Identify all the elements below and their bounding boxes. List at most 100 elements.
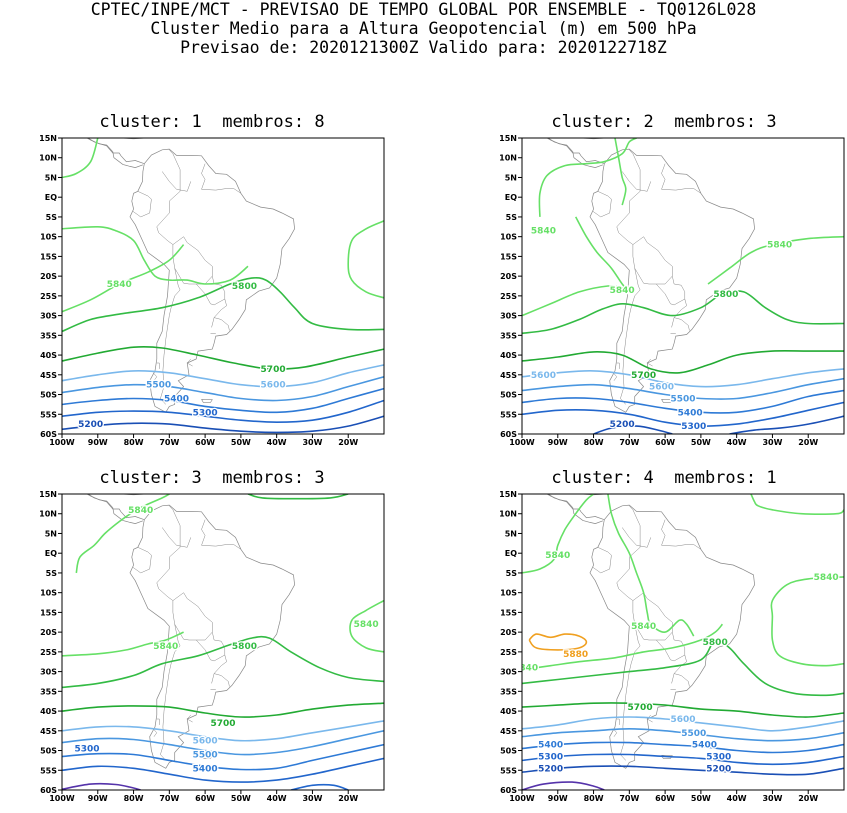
contour-label: 5880 xyxy=(563,650,588,660)
lat-tick-label: 55S xyxy=(500,766,517,775)
contour-line xyxy=(522,401,844,427)
map-panel-cluster-2: cluster: 2 membros: 3 5840 5840 5840 5800 57… xyxy=(460,112,845,457)
contour-label: 5840 xyxy=(531,227,556,237)
lon-tick-label: 80W xyxy=(584,794,604,803)
lon-tick-label: 70W xyxy=(619,438,639,447)
contour-line xyxy=(62,635,384,689)
map-frame: 5840 5800 5700 5600 5500 5400 5300 5200 15N 10N 5N… xyxy=(39,134,385,447)
contour-label: 5400 xyxy=(164,394,189,404)
lon-tick-label: 60W xyxy=(655,438,675,447)
coastline-detail xyxy=(156,362,160,369)
country-border xyxy=(656,276,686,306)
country-border xyxy=(160,240,181,405)
lat-tick-label: 10N xyxy=(499,154,517,163)
contour-label: 5840 xyxy=(153,642,178,652)
contour-label: 5840 xyxy=(814,573,839,583)
country-border xyxy=(634,624,657,641)
contour-label: 5200 xyxy=(78,420,103,430)
map-panel-cluster-1: cluster: 1 membros: 8 5840 5800 5700 5600 55… xyxy=(0,112,385,457)
contour-label: 5400 xyxy=(692,741,717,751)
country-border xyxy=(656,632,686,662)
coastline-detail xyxy=(186,714,193,723)
lat-tick-label: 50S xyxy=(40,747,57,756)
coastline-south-america xyxy=(589,148,755,413)
country-border xyxy=(174,624,197,641)
contour-line xyxy=(522,727,844,742)
lat-tick-label: 55S xyxy=(40,766,57,775)
lat-tick-label: 5N xyxy=(45,173,57,182)
map-border xyxy=(61,493,385,791)
lon-tick-label: 70W xyxy=(159,794,179,803)
contour-line xyxy=(522,389,844,414)
lat-tick-label: 5S xyxy=(506,213,518,222)
contour-line xyxy=(290,783,349,790)
coastline-south-america xyxy=(129,148,295,413)
map-panel-cluster-4: cluster: 4 membros: 1 5840 5840 5840 5880 58… xyxy=(460,468,845,813)
header-line-3: Previsao de: 2020121300Z Valido para: 20… xyxy=(180,38,667,57)
contour-line xyxy=(349,599,384,653)
map-panel-cluster-3: cluster: 3 membros: 3 5840 5840 5840 5800 57… xyxy=(0,468,385,813)
map-border xyxy=(521,493,845,791)
coastline-south-america xyxy=(589,504,755,769)
country-border xyxy=(674,673,690,687)
lat-tick-label: 40S xyxy=(500,707,517,716)
members-number: 3 xyxy=(314,468,325,488)
lat-tick-label: 25S xyxy=(40,648,57,657)
lat-tick-label: 5N xyxy=(505,529,517,538)
contour-line xyxy=(62,757,384,783)
country-border xyxy=(616,505,641,597)
contour-label: 5840 xyxy=(610,286,635,296)
lon-tick-label: 40W xyxy=(267,794,287,803)
country-border xyxy=(634,268,657,285)
coastline-falklands xyxy=(201,399,213,403)
contour-line xyxy=(62,138,99,179)
coastline-central-america-pacific xyxy=(546,494,604,524)
lon-tick-label: 60W xyxy=(655,794,675,803)
members-label: membros: xyxy=(674,468,757,488)
country-border xyxy=(616,149,641,241)
lat-tick-label: 15S xyxy=(500,608,517,617)
country-border xyxy=(172,592,213,641)
lat-tick-label: 10S xyxy=(500,233,517,242)
lat-tick-label: 55S xyxy=(500,410,517,419)
contour-label: 5200 xyxy=(706,764,731,774)
contour-label: 5840 xyxy=(128,506,153,516)
lat-tick-label: 30S xyxy=(40,312,57,321)
country-border xyxy=(174,268,197,285)
header-line-2: Cluster Medio para a Altura Geopotencial… xyxy=(150,19,697,38)
country-border xyxy=(671,654,687,684)
members-number: 1 xyxy=(766,468,777,488)
contour-label: 5800 xyxy=(713,290,738,300)
country-border xyxy=(211,298,227,328)
contour-line xyxy=(62,399,384,424)
contour-line xyxy=(528,633,588,651)
contour-label: 5300 xyxy=(75,745,100,755)
country-border xyxy=(671,298,687,328)
contour-label: 5600 xyxy=(649,383,674,393)
map-content: 5840 5800 5700 5600 5500 5400 5300 5200 xyxy=(62,138,384,434)
map-content: 5840 5840 5840 5880 5800 5840 5700 5600 5500 5400… xyxy=(513,494,844,790)
lat-tick-label: 25S xyxy=(500,292,517,301)
lon-tick-label: 20W xyxy=(338,438,358,447)
lat-tick-label: 15N xyxy=(499,134,517,143)
contour-line xyxy=(522,285,630,317)
lat-tick-label: 55S xyxy=(40,410,57,419)
map-content: 5840 5840 5840 5800 5700 5600 5300 5500 5400 xyxy=(62,494,384,790)
lat-tick-label: 20S xyxy=(500,628,517,637)
lon-tick-label: 20W xyxy=(338,794,358,803)
contour-label: 5840 xyxy=(513,664,538,674)
contour-line xyxy=(522,716,844,732)
contour-label: 5600 xyxy=(261,381,286,391)
coastline-detail xyxy=(613,372,618,381)
lon-tick-label: 30W xyxy=(302,438,322,447)
contour-label: 5200 xyxy=(538,764,563,774)
contour-line xyxy=(707,235,844,285)
contour-line xyxy=(62,720,384,742)
contour-label: 5840 xyxy=(631,622,656,632)
contour-label: 5800 xyxy=(703,638,728,648)
lat-tick-label: 35S xyxy=(500,687,517,696)
header-line-1: CPTEC/INPE/MCT - PREVISAO DE TEMPO GLOBA… xyxy=(90,0,757,19)
lon-tick-label: 80W xyxy=(124,438,144,447)
